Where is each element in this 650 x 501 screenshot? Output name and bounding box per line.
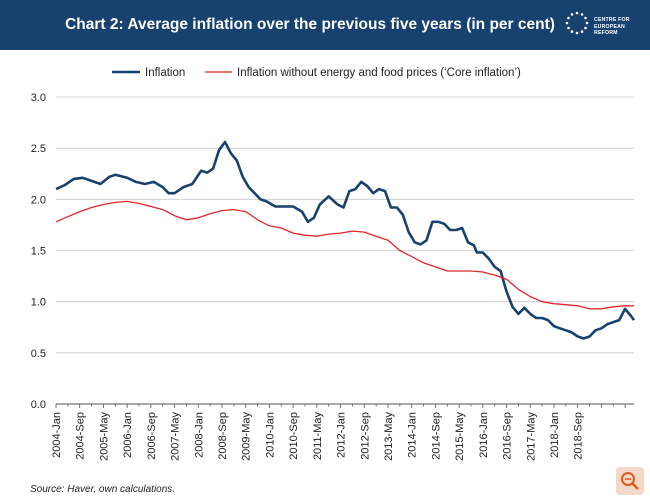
x-tick-label: 2016-Jan <box>478 412 490 458</box>
x-tick-label: 2018-Sep <box>573 412 585 460</box>
chart-header: Chart 2: Average inflation over the prev… <box>0 0 650 50</box>
x-tick-label: 2012-Jan <box>336 412 348 458</box>
y-tick-label: 0.0 <box>31 399 46 411</box>
zoom-icon[interactable] <box>616 467 644 495</box>
y-tick-label: 0.5 <box>31 348 46 360</box>
x-tick-label: 2015-May <box>454 412 466 461</box>
magnifier-icon <box>621 472 639 490</box>
source-note: Source: Haver, own calculations. <box>30 484 176 495</box>
eu-stars-icon <box>565 11 589 35</box>
x-tick-label: 2008-Sep <box>217 412 229 460</box>
y-tick-label: 2.0 <box>31 194 46 206</box>
x-tick-label: 2014-Sep <box>430 412 442 460</box>
x-tick-label: 2006-Sep <box>146 412 158 460</box>
x-tick-label: 2018-Jan <box>549 412 561 458</box>
y-tick-label: 1.0 <box>31 297 46 309</box>
legend-label-core: Inflation without energy and food prices… <box>237 67 521 79</box>
x-tick-label: 2005-May <box>98 412 110 461</box>
legend-label-inflation: Inflation <box>145 67 185 79</box>
series-lines <box>55 140 636 340</box>
x-tick-label: 2004-Sep <box>75 412 87 460</box>
legend: Inflation Inflation without energy and f… <box>112 67 521 79</box>
x-tick-label: 2017-May <box>525 412 537 461</box>
x-tick-label: 2016-Sep <box>502 412 514 460</box>
x-tick-label: 2014-Jan <box>407 412 419 458</box>
x-tick-label: 2007-May <box>170 412 182 461</box>
series-line-inflation <box>55 140 636 340</box>
cer-logo: CENTRE FOR EUROPEAN REFORM <box>564 9 636 41</box>
x-tick-label: 2009-May <box>241 412 253 461</box>
x-tick-label: 2010-Jan <box>264 412 276 458</box>
y-tick-label: 2.5 <box>31 143 46 155</box>
cer-logo-text: CENTRE FOR EUROPEAN REFORM <box>594 17 630 36</box>
x-tick-label: 2012-Sep <box>359 412 371 460</box>
x-tick-label: 2010-Sep <box>288 412 300 460</box>
y-tick-label: 1.5 <box>31 246 46 258</box>
x-axis: 2004-Jan 2004-Sep 2005-May 2006-Jan 2006-Sep… <box>51 404 626 461</box>
y-tick-label: 3.0 <box>31 92 46 104</box>
x-tick-label: 2006-Jan <box>122 412 134 458</box>
gridlines <box>56 96 634 405</box>
x-tick-label: 2013-May <box>383 412 395 461</box>
series-line-core-inflation <box>55 200 634 310</box>
chart-title: Chart 2: Average inflation over the prev… <box>65 16 555 33</box>
y-axis: 0.0 0.5 1.0 1.5 2.0 2.5 3.0 <box>31 92 46 411</box>
x-tick-label: 2004-Jan <box>51 412 63 458</box>
x-tick-label: 2008-Jan <box>193 412 205 458</box>
x-tick-label: 2011-May <box>312 412 324 461</box>
line-chart: Inflation Inflation without energy and f… <box>31 67 636 461</box>
